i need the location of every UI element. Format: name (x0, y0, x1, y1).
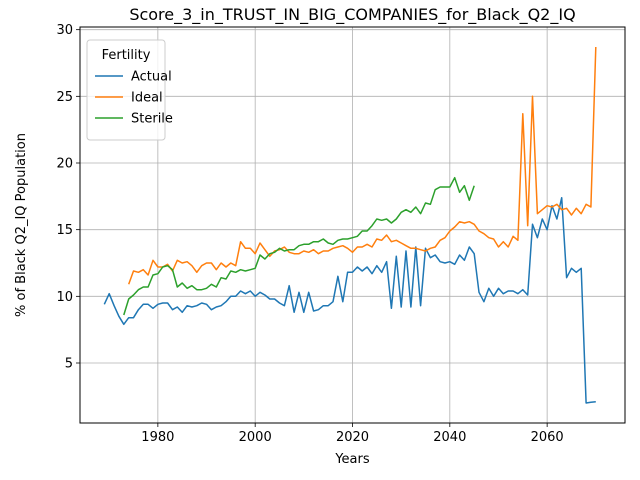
legend-box (86, 39, 166, 141)
x-tick-label: 2020 (336, 430, 369, 445)
grid (80, 27, 625, 423)
x-tick-label: 1980 (141, 430, 174, 445)
x-ticks: 1980 2000 2020 2040 2060 (141, 423, 564, 445)
y-tick-label: 30 (56, 23, 73, 38)
series-line-ideal (127, 46, 597, 285)
y-axis-label: % of Black Q2_IQ Population (14, 133, 29, 317)
legend-title: Fertility (102, 48, 151, 63)
legend: Fertility Actual Ideal Sterile (86, 39, 173, 141)
x-axis-label: Years (334, 452, 370, 467)
series-lines (103, 46, 597, 404)
legend-label-sterile: Sterile (131, 112, 173, 127)
series-line-actual (103, 196, 596, 404)
series-line-sterile (123, 176, 475, 316)
y-ticks: 5 10 15 20 25 30 (56, 23, 80, 372)
legend-label-actual: Actual (131, 70, 172, 85)
y-tick-label: 25 (56, 90, 73, 105)
x-tick-label: 2000 (239, 430, 272, 445)
legend-label-ideal: Ideal (131, 91, 163, 106)
y-tick-label: 20 (56, 157, 73, 172)
x-tick-label: 2060 (531, 430, 564, 445)
y-tick-label: 5 (65, 357, 73, 372)
legend-entries: Actual Ideal Sterile (95, 70, 173, 127)
chart-title: Score_3_in_TRUST_IN_BIG_COMPANIES_for_Bl… (129, 5, 575, 25)
y-tick-label: 15 (56, 223, 73, 238)
y-tick-label: 10 (56, 290, 73, 305)
x-tick-label: 2040 (433, 430, 466, 445)
